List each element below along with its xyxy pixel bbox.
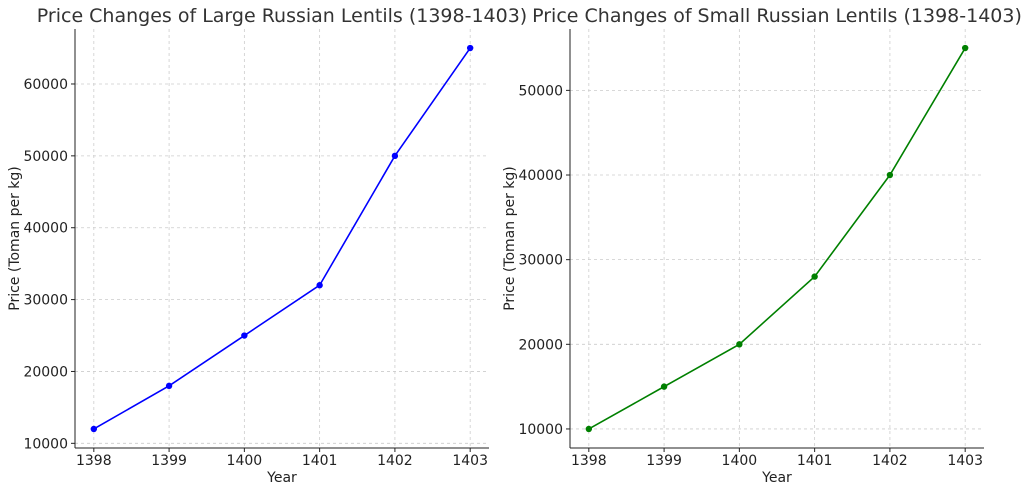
x-tick-label: 1402 — [872, 453, 908, 469]
data-point — [811, 273, 818, 280]
data-point — [466, 44, 474, 52]
x-axis-label: Year — [761, 470, 792, 486]
y-axis-label: Price (Toman per kg) — [502, 166, 518, 311]
data-point — [660, 383, 668, 390]
data-point — [736, 341, 743, 348]
data-point — [316, 282, 323, 289]
x-tick-label: 1398 — [571, 453, 607, 469]
data-point — [241, 332, 248, 339]
x-tick-label: 1403 — [452, 453, 488, 469]
x-tick-label: 1400 — [227, 453, 263, 469]
chart-title: Price Changes of Small Russian Lentils (… — [532, 5, 1022, 27]
y-tick-label: 20000 — [518, 337, 563, 353]
y-tick-label: 40000 — [518, 168, 563, 184]
chart-title: Price Changes of Large Russian Lentils (… — [37, 5, 527, 27]
y-tick-label: 60000 — [23, 77, 68, 93]
y-tick-label: 40000 — [23, 221, 68, 237]
x-axis-label: Year — [266, 470, 297, 486]
x-tick-label: 1401 — [302, 453, 338, 469]
x-tick-label: 1400 — [722, 453, 758, 469]
x-tick-label: 1398 — [76, 453, 112, 469]
y-tick-label: 30000 — [518, 253, 563, 269]
x-tick-label: 1402 — [377, 453, 413, 469]
chart-small-lentils: 1398 1399 1400 1401 1402 1403 10000 20000 30000 4… — [502, 5, 1022, 486]
x-tick-label: 1403 — [947, 453, 983, 469]
series-line — [588, 47, 966, 430]
series-line — [93, 47, 471, 430]
y-tick-label: 10000 — [518, 422, 563, 438]
data-point — [886, 171, 894, 179]
y-tick-label: 30000 — [23, 293, 68, 309]
data-point — [90, 425, 98, 433]
data-point — [165, 382, 173, 390]
data-point — [391, 152, 399, 160]
x-tick-label: 1399 — [151, 453, 187, 469]
data-point — [961, 44, 969, 52]
y-tick-label: 20000 — [23, 364, 68, 380]
y-tick-label: 50000 — [518, 83, 563, 99]
y-axis-label: Price (Toman per kg) — [7, 166, 23, 311]
y-tick-label: 10000 — [23, 436, 68, 452]
y-tick-label: 50000 — [23, 149, 68, 165]
chart-large-lentils: 1398 1399 1400 1401 1402 1403 10000 20000 30000 4… — [7, 5, 527, 486]
x-tick-label: 1401 — [797, 453, 833, 469]
data-point — [585, 425, 593, 433]
x-tick-label: 1399 — [646, 453, 682, 469]
